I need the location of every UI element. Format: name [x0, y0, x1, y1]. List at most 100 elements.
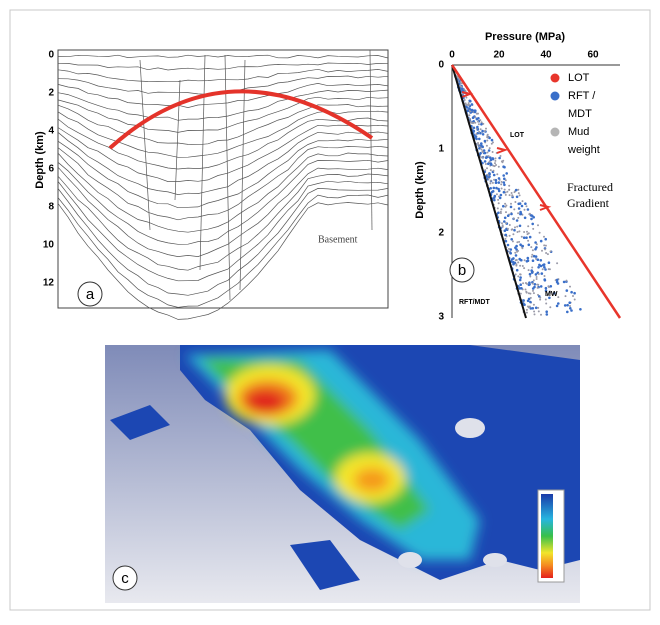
point — [523, 216, 527, 220]
point — [474, 116, 477, 119]
horizon — [57, 89, 389, 121]
point — [531, 307, 535, 310]
point — [519, 212, 522, 216]
y-tick-label: 2 — [48, 88, 54, 99]
point — [484, 163, 487, 165]
point — [470, 108, 474, 112]
label-circle — [449, 257, 475, 283]
point — [544, 244, 547, 247]
point — [517, 207, 521, 210]
point — [556, 262, 559, 265]
point — [518, 224, 522, 228]
point — [475, 137, 478, 141]
point — [514, 251, 517, 254]
point — [524, 202, 527, 205]
point — [460, 87, 464, 90]
y-title: Depth (km) — [34, 131, 46, 189]
point — [569, 307, 572, 310]
point — [489, 179, 492, 182]
point — [506, 190, 509, 193]
point — [515, 263, 518, 266]
point — [512, 257, 515, 260]
point — [545, 313, 549, 316]
point — [488, 172, 491, 175]
point — [569, 305, 571, 307]
panel-label: b — [458, 262, 466, 279]
legend-swatch — [550, 91, 560, 101]
panel-c: c — [105, 345, 580, 603]
point — [502, 181, 506, 184]
point — [512, 260, 515, 264]
point — [540, 272, 544, 275]
annotation: LOT — [510, 132, 525, 139]
point — [539, 239, 543, 243]
point — [486, 151, 489, 154]
point — [553, 291, 556, 295]
point — [524, 288, 527, 291]
point — [562, 280, 566, 284]
point — [512, 233, 515, 236]
point — [509, 248, 513, 251]
point — [503, 216, 507, 220]
point — [525, 236, 528, 239]
red-arc — [108, 89, 374, 150]
y-tick-label: 8 — [48, 202, 54, 213]
point — [534, 306, 538, 310]
map-region — [110, 405, 170, 440]
point — [510, 212, 513, 216]
point — [506, 227, 509, 230]
point — [521, 244, 524, 248]
point — [519, 273, 522, 276]
point — [532, 289, 534, 292]
point — [497, 165, 500, 168]
horizon — [57, 202, 389, 320]
point — [506, 214, 510, 217]
point — [468, 109, 471, 112]
point — [492, 169, 495, 172]
hole — [455, 418, 485, 438]
point — [518, 240, 521, 243]
point — [543, 279, 547, 282]
point — [536, 258, 540, 262]
point — [500, 208, 503, 211]
black-line — [451, 64, 527, 319]
point — [499, 155, 502, 157]
horizon — [57, 194, 389, 308]
point — [504, 179, 507, 182]
point — [545, 302, 548, 305]
point — [548, 296, 551, 300]
point — [465, 106, 469, 109]
point — [547, 261, 551, 265]
point — [480, 148, 483, 151]
hole — [398, 552, 422, 568]
point — [523, 259, 526, 262]
point — [570, 309, 573, 312]
point — [534, 241, 537, 244]
point — [568, 301, 571, 305]
point — [500, 183, 503, 186]
point — [541, 249, 543, 252]
point — [475, 133, 478, 135]
point — [514, 254, 518, 257]
point — [513, 217, 515, 220]
point — [498, 196, 502, 200]
point — [459, 81, 462, 84]
point — [493, 194, 497, 198]
x-tick-label: 40 — [540, 50, 552, 61]
point — [505, 211, 507, 214]
point — [531, 222, 534, 226]
point — [518, 194, 521, 197]
point — [527, 305, 529, 308]
horizon — [57, 117, 389, 170]
point — [520, 235, 523, 238]
point — [511, 240, 514, 243]
point — [528, 272, 532, 276]
y-tick-label: 3 — [438, 312, 444, 323]
horizon — [57, 131, 389, 195]
y-tick-label: 6 — [48, 164, 54, 175]
point — [497, 211, 500, 215]
point — [504, 202, 507, 205]
point — [549, 250, 552, 253]
point — [545, 310, 548, 314]
point — [563, 304, 567, 307]
